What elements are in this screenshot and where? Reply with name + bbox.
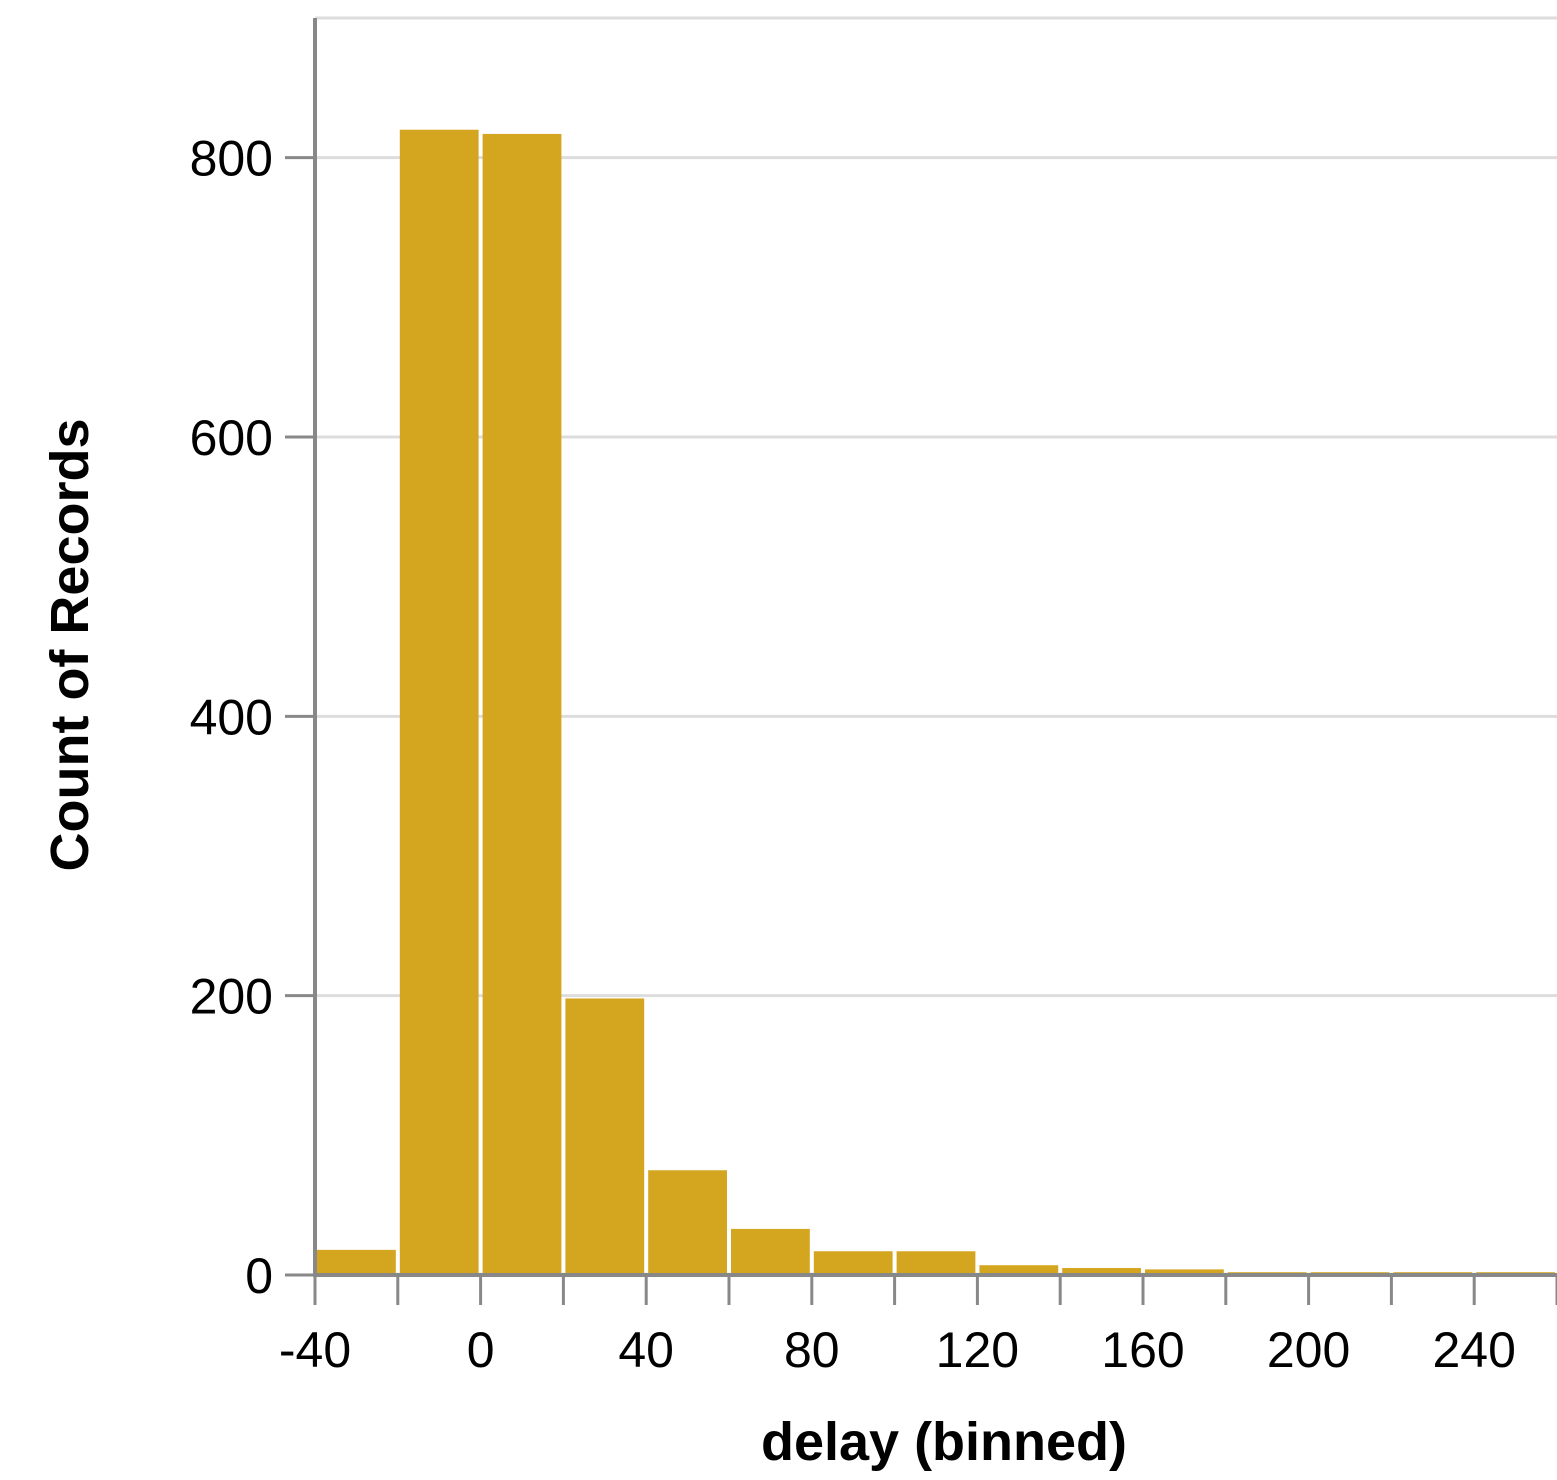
bar-20-40 bbox=[565, 998, 645, 1275]
bar--20-0 bbox=[399, 129, 479, 1275]
y-tick-label-400: 400 bbox=[190, 689, 273, 745]
bar-120-140 bbox=[979, 1265, 1059, 1275]
bar-160-180 bbox=[1145, 1269, 1224, 1275]
bar-100-120 bbox=[896, 1251, 976, 1275]
x-tick-label-120: 120 bbox=[936, 1322, 1019, 1378]
bar-40-60 bbox=[648, 1170, 727, 1275]
x-tick-label-80: 80 bbox=[784, 1322, 840, 1378]
x-tick-label-40: 40 bbox=[618, 1322, 674, 1378]
x-tick-label-0: 0 bbox=[467, 1322, 495, 1378]
bar-140-160 bbox=[1062, 1268, 1141, 1275]
y-tick-label-0: 0 bbox=[245, 1248, 273, 1304]
bar--40--20 bbox=[317, 1249, 396, 1275]
bars bbox=[317, 129, 1555, 1275]
y-tick-label-200: 200 bbox=[190, 969, 273, 1025]
x-axis-ticks: -40 0 40 80 120 160 200 240 bbox=[279, 1275, 1557, 1378]
y-axis-title: Count of Records bbox=[40, 419, 100, 872]
bar-0-20 bbox=[482, 133, 562, 1275]
axes bbox=[313, 18, 1557, 1277]
bar-60-80 bbox=[731, 1228, 810, 1275]
x-tick-label-200: 200 bbox=[1267, 1322, 1350, 1378]
y-tick-label-800: 800 bbox=[190, 131, 273, 187]
x-tick-label--40: -40 bbox=[279, 1322, 351, 1378]
x-tick-label-160: 160 bbox=[1101, 1322, 1184, 1378]
y-tick-label-600: 600 bbox=[190, 410, 273, 466]
x-tick-label-240: 240 bbox=[1432, 1322, 1515, 1378]
x-axis-title: delay (binned) bbox=[761, 1412, 1127, 1472]
y-axis-ticks: 0 200 400 600 800 bbox=[190, 131, 315, 1304]
bar-80-100 bbox=[813, 1251, 893, 1275]
